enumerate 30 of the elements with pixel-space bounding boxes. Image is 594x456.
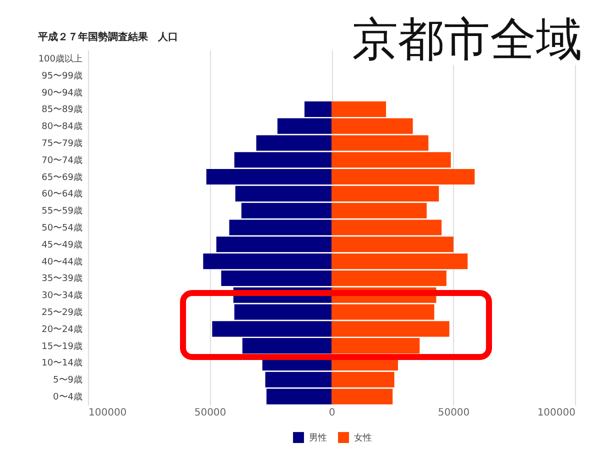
legend-label: 女性 [354,432,372,444]
y-tick-label: 25〜29歳 [42,307,82,318]
x-tick-label: 50000 [438,408,470,418]
y-tick-label: 50〜54歳 [42,222,82,234]
x-tick-label: 50000 [194,408,226,418]
y-tick-label: 35〜39歳 [42,273,82,284]
y-tick-label: 20〜24歳 [42,324,82,335]
y-tick-label: 15〜19歳 [42,340,82,352]
y-tick-label: 70〜74歳 [42,154,82,166]
y-tick-label: 10〜14歳 [42,358,82,369]
chart-subtitle: 平成２７年国勢調査結果 人口 [36,31,178,43]
y-tick-label: 30〜34歳 [42,290,82,302]
y-tick-label: 55〜59歳 [42,206,82,217]
y-tick-label: 40〜44歳 [42,256,82,268]
y-tick-label: 80〜84歳 [42,121,82,132]
y-tick-label: 100歳以上 [38,53,82,64]
y-tick-label: 65〜69歳 [42,172,82,183]
y-tick-label: 0〜4歳 [53,392,82,403]
y-tick-label: 60〜64歳 [42,188,82,200]
y-tick-label: 5〜9歳 [53,374,82,386]
chart-title: 京都市全域 [348,12,586,66]
x-tick-label: 100000 [537,408,576,418]
y-tick-label: 90〜94歳 [42,87,82,98]
y-tick-label: 95〜99歳 [42,70,82,82]
x-tick-label: 0 [328,408,336,418]
y-tick-label: 75〜79歳 [42,138,82,149]
y-tick-label: 85〜89歳 [42,104,82,116]
legend-label: 男性 [309,432,327,444]
x-tick-label: 100000 [88,408,127,418]
y-tick-label: 45〜49歳 [42,239,82,250]
